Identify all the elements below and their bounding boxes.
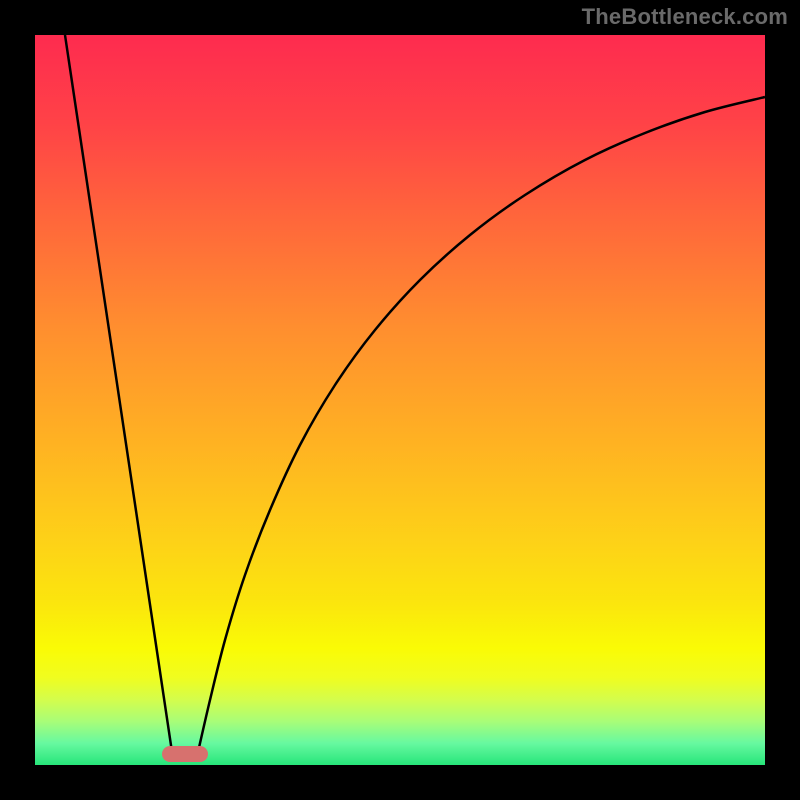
plot-background <box>35 35 765 765</box>
valley-marker <box>162 746 208 762</box>
chart-svg <box>0 0 800 800</box>
bottleneck-chart: TheBottleneck.com <box>0 0 800 800</box>
watermark-text: TheBottleneck.com <box>582 4 788 30</box>
